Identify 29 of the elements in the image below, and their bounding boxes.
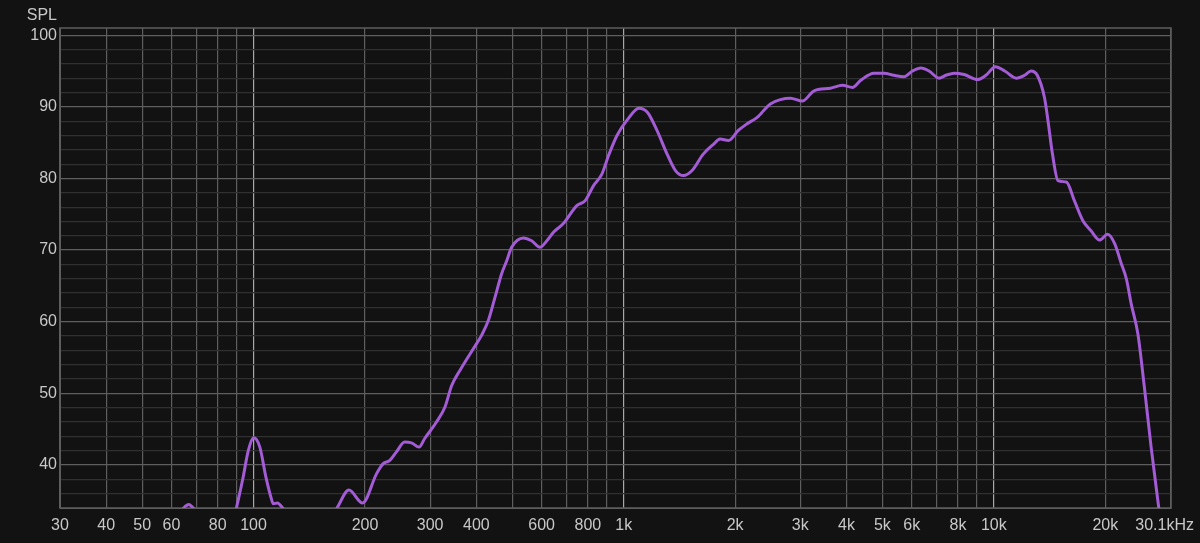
x-tick-label: 100 [240, 516, 267, 534]
x-tick-label: 300 [416, 516, 444, 534]
x-tick-label: 1k [615, 516, 634, 534]
y-tick-label: 100 [30, 25, 58, 43]
x-tick-label: 5k [873, 516, 892, 534]
x-tick-label: 40 [97, 516, 116, 534]
y-axis-title: SPL [26, 6, 58, 23]
y-tick-label: 70 [39, 240, 58, 258]
x-tick-label: 20k [1092, 516, 1120, 534]
x-tick-label: 3k [791, 516, 810, 534]
x-tick-label: 8k [949, 516, 968, 534]
y-tick-label: 90 [39, 97, 58, 115]
y-tick-label: 50 [39, 383, 58, 401]
x-tick-label: 2k [726, 516, 745, 534]
x-tick-label: 50 [133, 516, 152, 534]
x-tick-label: 4k [838, 516, 856, 534]
y-tick-label: 80 [39, 168, 58, 186]
x-tick-label: 600 [528, 516, 556, 534]
x-tick-label: 10k [980, 516, 1008, 534]
x-tick-label: 400 [463, 516, 490, 534]
x-tick-label: 800 [574, 516, 602, 534]
x-tick-label: 30 [51, 516, 69, 534]
x-axis-title: Hz [1174, 516, 1195, 534]
x-tick-label: 6k [903, 516, 922, 534]
x-tick-label: 200 [351, 516, 379, 534]
x-tick-label: 60 [162, 516, 181, 534]
x-tick-label: 80 [208, 516, 227, 534]
y-tick-label: 60 [39, 312, 58, 330]
y-tick-label: 40 [39, 455, 58, 473]
